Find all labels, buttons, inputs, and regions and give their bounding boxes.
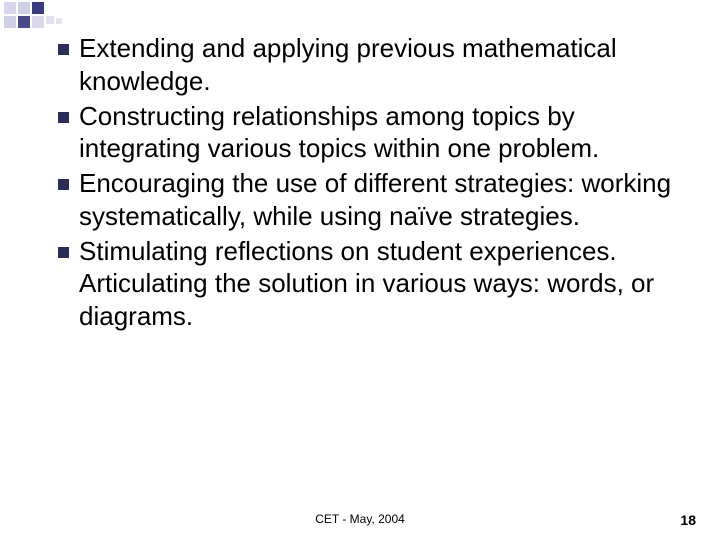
decoration-square bbox=[18, 2, 30, 14]
decoration-square bbox=[32, 2, 44, 14]
bullet-square-icon bbox=[58, 247, 69, 258]
bullet-item: Extending and applying previous mathemat… bbox=[58, 32, 690, 98]
bullet-item: Constructing relationships among topics … bbox=[58, 100, 690, 166]
footer-center-text: CET - May, 2004 bbox=[0, 512, 720, 526]
bullet-text: Extending and applying previous mathemat… bbox=[79, 32, 690, 98]
bullet-text: Stimulating reflections on student exper… bbox=[79, 235, 690, 333]
page-number: 18 bbox=[680, 512, 696, 528]
decoration-square bbox=[18, 16, 30, 28]
decoration-square bbox=[4, 2, 16, 14]
bullet-square-icon bbox=[58, 44, 69, 55]
decoration-square bbox=[56, 18, 62, 24]
bullet-list: Extending and applying previous mathemat… bbox=[58, 32, 690, 335]
decoration-square bbox=[32, 16, 44, 28]
bullet-square-icon bbox=[58, 179, 69, 190]
bullet-square-icon bbox=[58, 112, 69, 123]
bullet-text: Encouraging the use of different strateg… bbox=[79, 167, 690, 233]
decoration-square bbox=[46, 16, 54, 24]
bullet-item: Stimulating reflections on student exper… bbox=[58, 235, 690, 333]
decoration-square bbox=[4, 16, 16, 28]
bullet-item: Encouraging the use of different strateg… bbox=[58, 167, 690, 233]
bullet-text: Constructing relationships among topics … bbox=[79, 100, 690, 166]
